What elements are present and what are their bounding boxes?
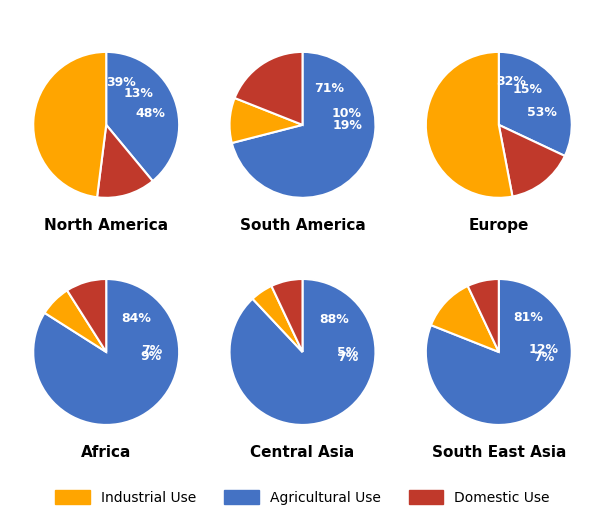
Title: South East Asia: South East Asia: [431, 445, 566, 460]
Wedge shape: [499, 52, 572, 156]
Wedge shape: [232, 52, 376, 198]
Text: 32%: 32%: [496, 75, 526, 88]
Legend: Industrial Use, Agricultural Use, Domestic Use: Industrial Use, Agricultural Use, Domest…: [48, 483, 557, 512]
Wedge shape: [106, 52, 179, 181]
Wedge shape: [235, 52, 302, 125]
Wedge shape: [272, 279, 302, 352]
Text: 9%: 9%: [141, 350, 162, 363]
Title: Africa: Africa: [81, 445, 131, 460]
Wedge shape: [468, 279, 499, 352]
Title: North America: North America: [44, 217, 168, 233]
Text: 19%: 19%: [333, 119, 362, 132]
Wedge shape: [33, 52, 106, 197]
Text: 53%: 53%: [527, 105, 557, 118]
Text: 12%: 12%: [529, 343, 559, 356]
Text: 88%: 88%: [319, 313, 349, 326]
Title: Europe: Europe: [469, 217, 529, 233]
Text: 84%: 84%: [122, 312, 151, 325]
Text: 10%: 10%: [332, 107, 361, 121]
Text: 7%: 7%: [533, 351, 554, 364]
Wedge shape: [45, 290, 106, 352]
Text: 71%: 71%: [314, 82, 344, 94]
Text: 7%: 7%: [337, 351, 358, 364]
Title: South America: South America: [240, 217, 365, 233]
Wedge shape: [229, 279, 376, 425]
Text: 48%: 48%: [135, 107, 165, 121]
Title: Central Asia: Central Asia: [250, 445, 355, 460]
Wedge shape: [499, 125, 565, 196]
Text: 13%: 13%: [123, 86, 154, 100]
Wedge shape: [67, 279, 106, 352]
Text: 7%: 7%: [141, 344, 162, 356]
Text: 15%: 15%: [512, 83, 543, 96]
Wedge shape: [33, 279, 179, 425]
Text: 5%: 5%: [337, 346, 358, 359]
Wedge shape: [252, 286, 302, 352]
Wedge shape: [229, 98, 302, 143]
Wedge shape: [426, 279, 572, 425]
Text: 39%: 39%: [106, 76, 136, 89]
Wedge shape: [426, 52, 512, 198]
Text: 81%: 81%: [513, 311, 543, 324]
Wedge shape: [431, 286, 499, 352]
Wedge shape: [97, 125, 152, 198]
